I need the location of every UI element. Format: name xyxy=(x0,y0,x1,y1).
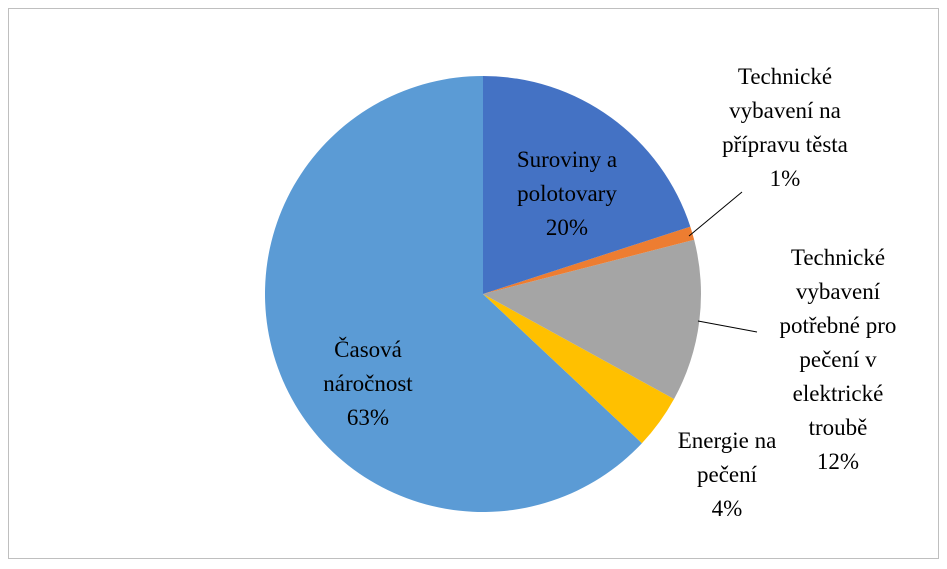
pie-slice xyxy=(483,226,695,294)
value-label: 12% xyxy=(816,449,860,474)
leader-line xyxy=(688,191,743,237)
value-label: 1% xyxy=(769,166,801,191)
category-label: Suroviny a polotovary xyxy=(516,147,618,206)
category-label: Časová náročnost xyxy=(323,337,413,396)
value-label: 63% xyxy=(346,405,390,430)
chart-border xyxy=(8,8,939,559)
data-label: Energie na pečení 4% xyxy=(662,424,792,526)
pie-slice xyxy=(483,76,691,294)
pie-slice xyxy=(264,76,642,512)
category-label: Technické vybavení potřebné pro pečení v… xyxy=(779,245,897,440)
value-label: 4% xyxy=(711,496,743,521)
value-label: 20% xyxy=(545,215,589,240)
category-label: Energie na pečení xyxy=(677,428,777,487)
data-label: Technické vybavení potřebné pro pečení v… xyxy=(768,241,908,479)
category-label: Technické vybavení na přípravu těsta xyxy=(722,64,848,157)
pie-slice xyxy=(483,239,701,400)
data-label: Technické vybavení na přípravu těsta 1% xyxy=(695,60,875,196)
data-label: Suroviny a polotovary 20% xyxy=(492,143,642,245)
pie-slice xyxy=(483,294,675,444)
leader-line xyxy=(697,320,758,333)
data-label: Časová náročnost 63% xyxy=(298,333,438,435)
